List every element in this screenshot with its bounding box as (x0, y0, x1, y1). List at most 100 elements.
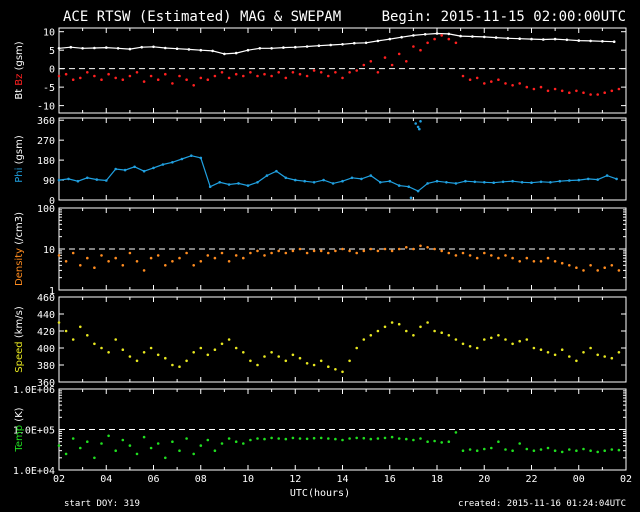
data-point-phi (511, 179, 514, 183)
data-point-density (603, 266, 606, 270)
data-point-speed (107, 351, 110, 354)
data-point-temp (390, 435, 394, 439)
data-point-density (327, 251, 330, 255)
x-tick-label: 08 (195, 474, 207, 485)
data-point-speed (546, 351, 550, 354)
data-point-phi (501, 180, 505, 184)
data-point-bt (565, 38, 569, 42)
data-point-bz (362, 63, 366, 67)
data-point-phi (57, 178, 61, 182)
data-point-temp (93, 456, 96, 460)
data-point-temp (553, 449, 557, 453)
data-point-speed (603, 355, 606, 358)
y-tick-label: 0 (49, 196, 55, 207)
data-point-bt (246, 48, 250, 52)
data-point-phi (227, 183, 231, 186)
data-point-bt (518, 37, 521, 40)
data-point-speed (164, 356, 167, 360)
x-tick-label: 18 (431, 474, 443, 485)
data-point-temp (568, 448, 571, 451)
data-point-density (171, 260, 174, 263)
data-point-speed (234, 346, 238, 350)
data-point-speed (312, 363, 316, 367)
data-point-phi (208, 185, 212, 188)
data-point-bz (305, 74, 309, 78)
y-tick-label: 440 (37, 310, 55, 321)
data-point-phi (303, 179, 307, 183)
data-point-bt (140, 45, 143, 49)
data-point-bz (171, 82, 174, 85)
data-point-bz (447, 37, 451, 41)
data-point-bt (353, 41, 356, 45)
data-point-temp (319, 436, 323, 440)
data-point-bt (494, 36, 498, 39)
data-point-phi-outliers (416, 125, 420, 129)
data-point-phi (379, 181, 382, 184)
data-point-bz (589, 93, 592, 96)
data-point-temp (249, 438, 252, 442)
data-point-density (242, 256, 245, 260)
data-point-density (546, 256, 550, 260)
data-point-phi (586, 177, 590, 181)
data-point-bz (341, 76, 344, 80)
data-point-density (369, 247, 373, 251)
data-point-phi (350, 176, 354, 180)
y-tick-label: 270 (37, 136, 55, 147)
data-point-bz (178, 74, 181, 78)
data-point-temp (242, 442, 245, 445)
data-point-density (114, 256, 117, 260)
data-point-temp (369, 437, 373, 441)
data-point-density (249, 251, 252, 255)
data-point-phi (133, 165, 136, 169)
data-point-speed (426, 321, 429, 324)
data-point-bz (249, 71, 252, 74)
data-point-bt (601, 40, 604, 43)
panel-frame-speed (58, 296, 627, 383)
data-point-phi (530, 181, 533, 184)
data-point-density (121, 264, 125, 267)
data-point-density (79, 264, 82, 267)
data-point-speed (355, 346, 359, 350)
data-point-speed (617, 351, 621, 354)
data-point-bt (530, 37, 533, 41)
data-point-speed (390, 321, 394, 324)
data-point-bz (100, 78, 103, 81)
data-point-temp (412, 438, 415, 442)
data-point-phi (416, 189, 420, 193)
data-point-speed (348, 359, 351, 363)
data-point-bz (270, 74, 273, 78)
data-point-phi (284, 176, 288, 180)
y-tick-label: 400 (37, 344, 55, 355)
data-point-temp (334, 437, 337, 441)
data-point-speed (553, 353, 557, 357)
data-point-bz (312, 69, 316, 72)
data-point-speed (121, 348, 125, 352)
data-point-bt (471, 35, 474, 38)
data-point-temp (305, 437, 309, 441)
data-point-bz (114, 76, 117, 80)
data-point-temp (490, 446, 493, 450)
data-point-density (610, 264, 614, 267)
data-point-density (475, 256, 479, 260)
data-point-temp (192, 452, 195, 456)
data-point-speed (71, 338, 75, 341)
data-point-speed (405, 329, 408, 333)
data-point-bt (542, 38, 545, 41)
data-point-bt (152, 45, 155, 49)
data-point-speed (511, 342, 514, 346)
data-point-density (433, 247, 436, 251)
data-point-bt (116, 47, 120, 50)
data-point-temp (227, 437, 231, 440)
data-point-phi (142, 169, 146, 173)
data-point-bz (433, 37, 436, 41)
data-point-speed (575, 359, 578, 363)
data-point-speed (100, 346, 103, 350)
data-point-bz (511, 84, 514, 87)
data-point-temp (277, 437, 281, 440)
y-axis-label: Bt Bz (gsm) (14, 41, 25, 99)
data-point-speed (610, 356, 614, 360)
data-point-temp (617, 448, 621, 452)
data-point-density (468, 254, 472, 257)
data-point-bz (560, 89, 564, 93)
data-point-density (142, 269, 146, 272)
